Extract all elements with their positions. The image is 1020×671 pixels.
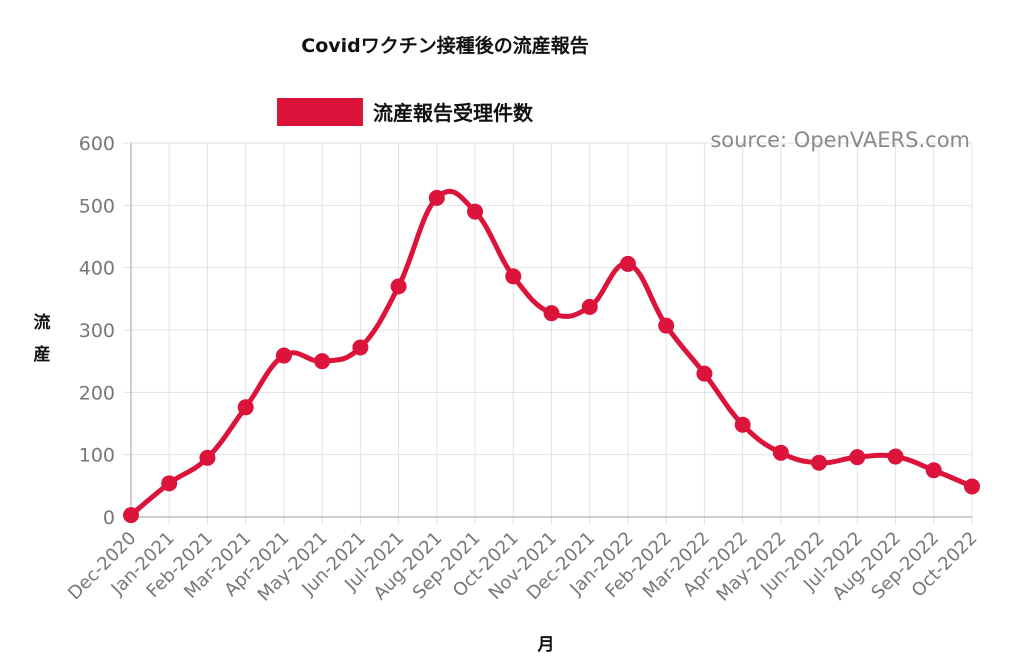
data-point [849,449,866,466]
data-point [581,298,598,315]
y-axis-label-char-1: 流 [34,312,51,333]
data-point [925,462,942,479]
y-tick-label: 0 [103,507,115,529]
data-point [161,475,178,492]
data-point [887,448,904,465]
legend: 流産報告受理件数 [277,98,534,126]
y-tick-label: 200 [79,382,115,404]
axes [130,143,972,518]
data-points [123,189,980,524]
data-point [619,255,636,272]
x-axis-label: 月 [537,635,555,655]
data-point [964,478,980,495]
grid [123,142,973,525]
data-point [275,347,292,364]
data-point [314,353,331,370]
data-point [352,339,369,356]
data-point [428,189,445,206]
data-point [467,203,484,220]
data-point [658,317,675,334]
data-point [390,278,407,295]
source-note: source: OpenVAERS.com [710,128,970,152]
data-point [772,444,789,461]
y-axis-label-char-2: 産 [34,344,51,365]
y-tick-label: 500 [79,195,115,217]
y-tick-label: 100 [79,445,115,467]
data-point [696,365,713,382]
legend-swatch [277,98,363,126]
y-axis-ticks: 0 100 200 300 400 500 600 [79,133,115,529]
x-axis-ticks: Dec-2020Jan-2021Feb-2021Mar-2021Apr-2021… [64,528,981,606]
y-tick-label: 400 [79,258,115,280]
data-point [811,454,828,471]
data-point [734,416,751,433]
y-tick-label: 600 [79,133,115,155]
data-point [237,399,254,416]
y-tick-label: 300 [79,320,115,342]
data-point [199,449,216,466]
data-point [505,268,522,285]
chart-title: Covidワクチン接種後の流産報告 [301,34,589,57]
legend-label: 流産報告受理件数 [373,101,534,125]
data-point [543,305,560,322]
data-point [123,507,139,524]
